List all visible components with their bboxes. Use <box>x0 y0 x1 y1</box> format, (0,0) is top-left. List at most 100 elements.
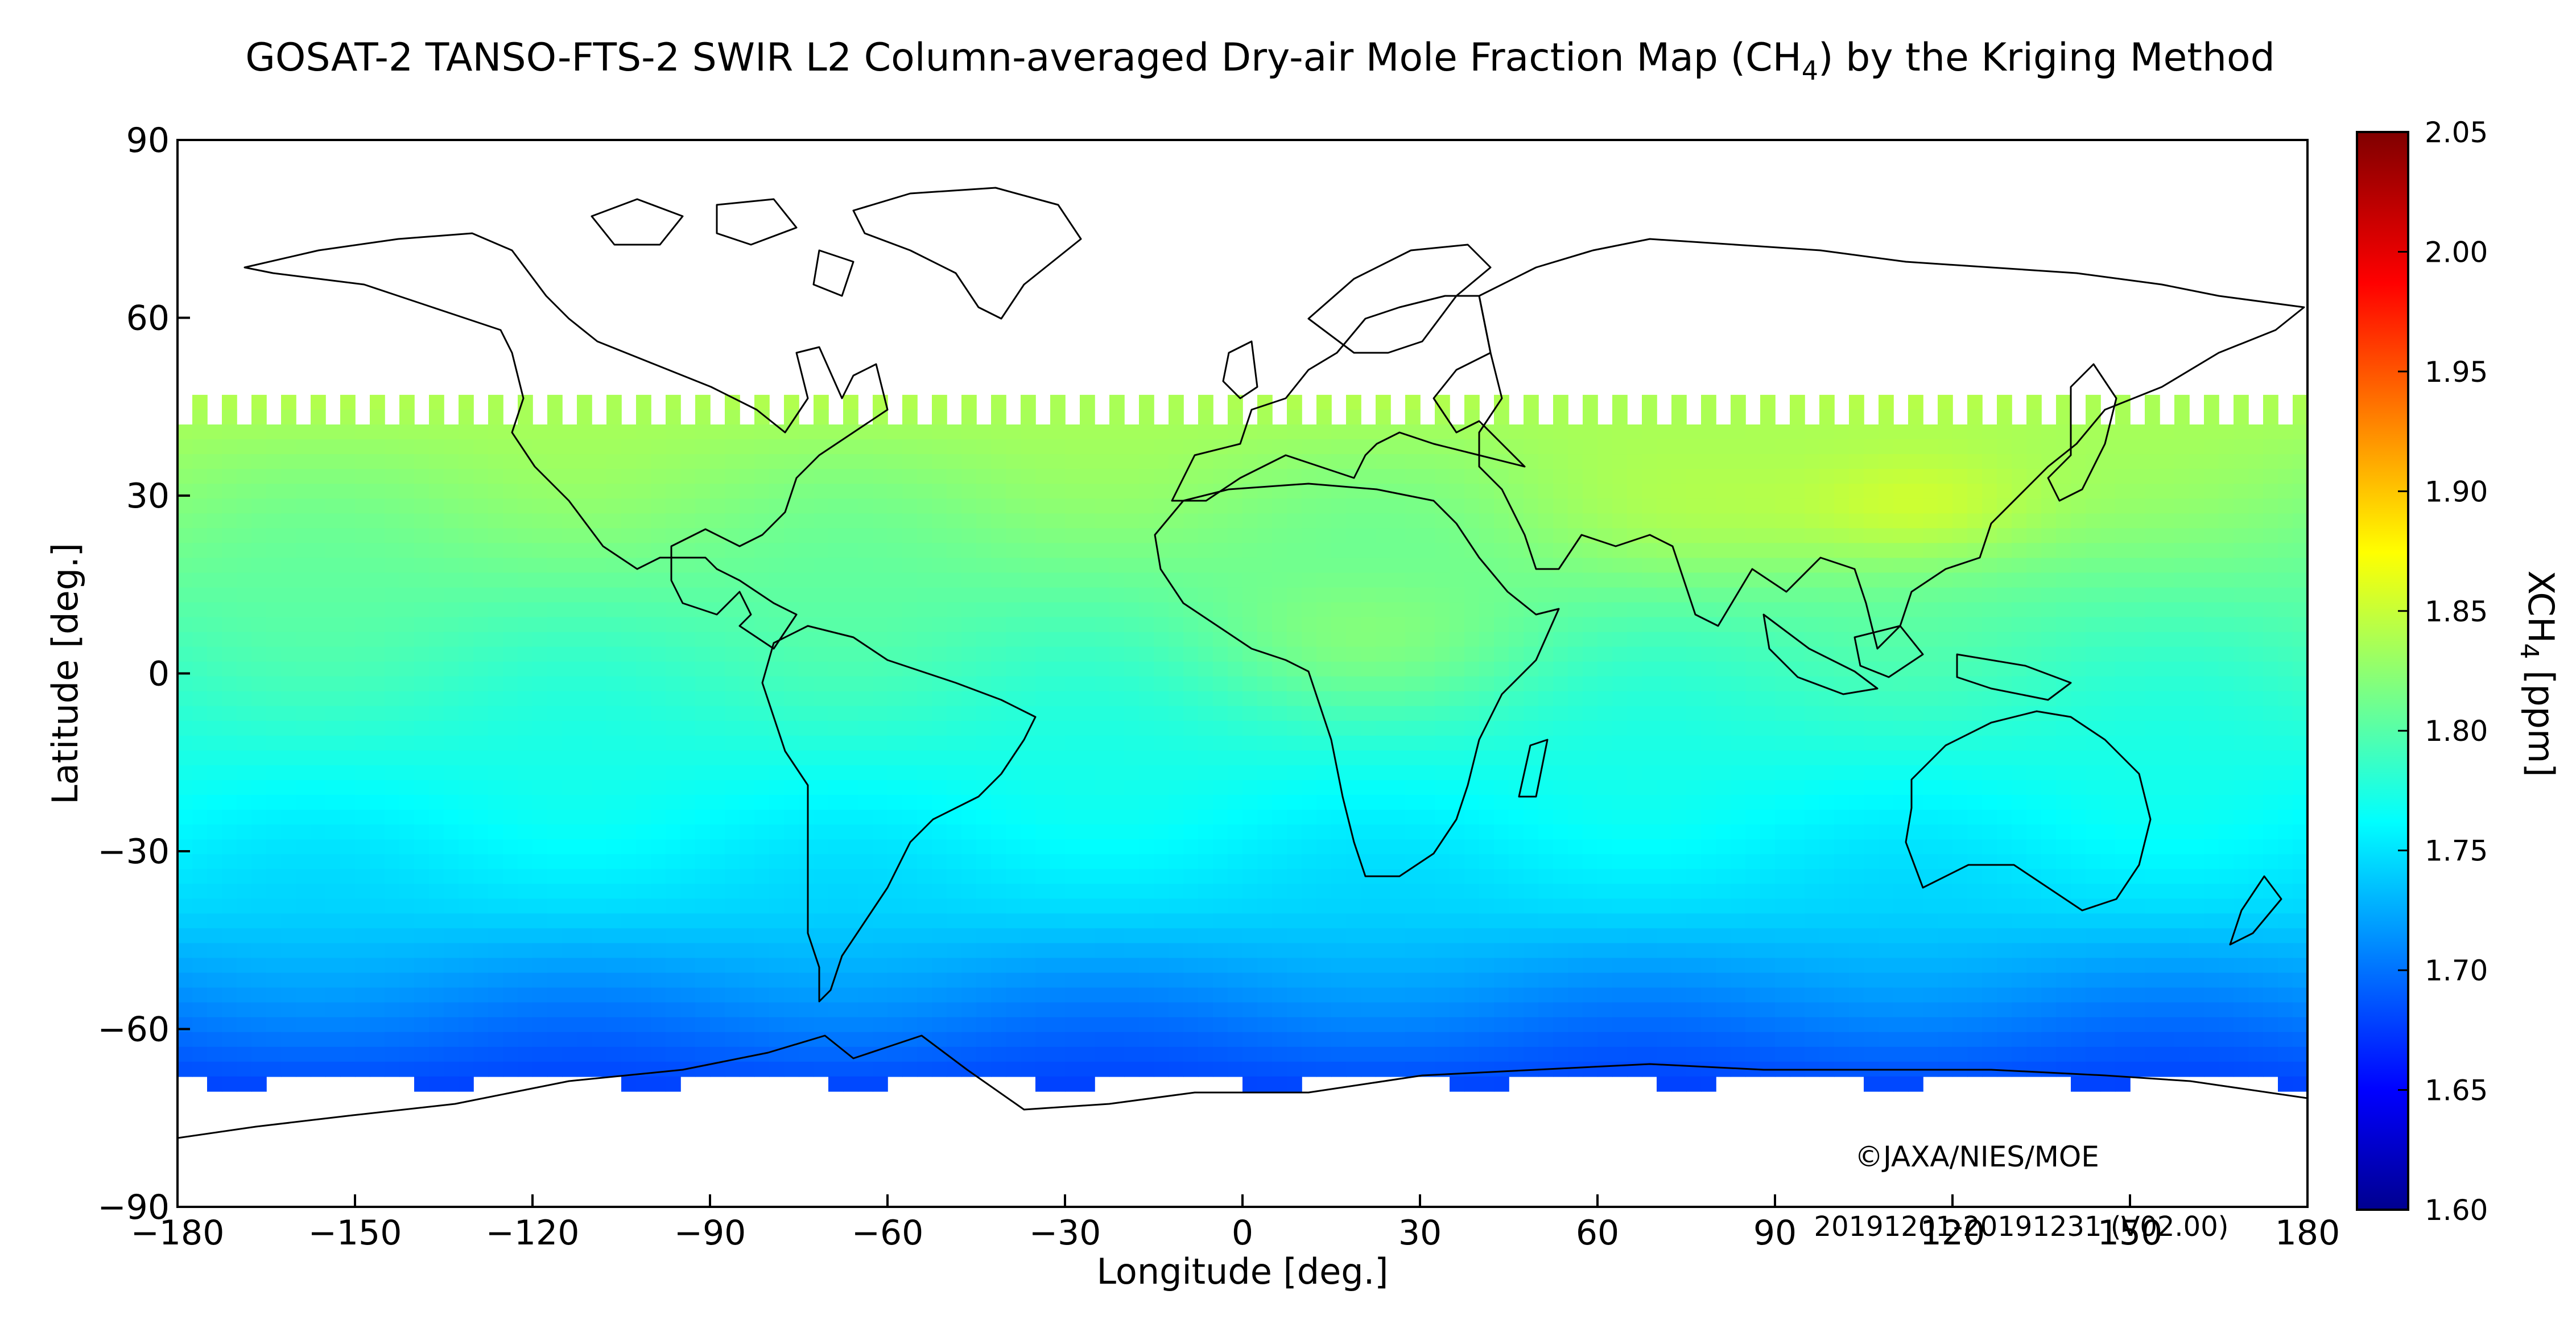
field-cell <box>1139 913 1154 929</box>
field-cell <box>237 780 252 795</box>
field-cell <box>1272 839 1287 855</box>
field-cell <box>1760 706 1776 722</box>
field-cell <box>843 1017 858 1033</box>
field-cell <box>1242 469 1258 484</box>
field-cell <box>222 854 237 869</box>
field-cell <box>1272 913 1287 929</box>
field-cell <box>577 898 592 914</box>
field-cell <box>385 854 400 869</box>
field-cell <box>1287 854 1302 869</box>
field-cell <box>976 424 992 440</box>
field-cell <box>1716 1061 1731 1077</box>
field-cell <box>1464 750 1480 766</box>
field-cell <box>488 617 503 633</box>
field-cell <box>370 1002 385 1018</box>
field-cell <box>592 484 607 499</box>
field-cell <box>873 869 888 885</box>
field-cell <box>710 987 725 1003</box>
field-cell <box>1627 824 1642 840</box>
field-cell <box>1109 839 1125 855</box>
field-cell <box>932 543 947 559</box>
field-cell <box>429 987 444 1003</box>
field-cell <box>1095 646 1110 662</box>
field-cell <box>1420 913 1435 929</box>
field-cell <box>1302 987 1317 1003</box>
field-cell <box>1553 780 1568 795</box>
field-cell <box>399 424 415 440</box>
field-cell <box>1805 587 1820 603</box>
field-cell <box>459 469 474 484</box>
field-cell <box>828 869 844 885</box>
field-cell <box>1080 987 1095 1003</box>
field-cell <box>947 661 962 677</box>
field-cell <box>887 958 903 974</box>
field-cell <box>1509 765 1524 781</box>
field-cell <box>1731 602 1746 618</box>
field-cell <box>1065 913 1080 929</box>
field-cell <box>459 735 474 751</box>
field-cell <box>1272 720 1287 736</box>
field-cell <box>1509 424 1524 440</box>
field-cell <box>311 1061 326 1077</box>
field-cell <box>177 602 193 618</box>
field-cell <box>281 528 296 544</box>
field-cell <box>266 884 282 900</box>
field-cell <box>1790 854 1805 869</box>
field-cell <box>503 617 518 633</box>
field-cell <box>1716 1046 1731 1062</box>
field-cell <box>1568 587 1583 603</box>
field-cell <box>1760 469 1776 484</box>
field-cell <box>651 469 666 484</box>
field-cell <box>680 928 696 944</box>
field-cell <box>932 484 947 499</box>
field-cell <box>1435 987 1450 1003</box>
field-cell <box>296 513 311 529</box>
field-cell <box>532 987 548 1003</box>
field-cell <box>976 706 992 722</box>
field-cell <box>695 898 711 914</box>
field-cell <box>577 646 592 662</box>
field-cell <box>814 720 829 736</box>
field-cell <box>592 676 607 692</box>
field-cell <box>385 958 400 974</box>
field-cell <box>251 780 267 795</box>
field-cell <box>1272 943 1287 959</box>
field-cell <box>1524 1002 1539 1018</box>
field-cell <box>1671 617 1687 633</box>
field-cell <box>1080 691 1095 707</box>
field-cell <box>444 558 459 574</box>
field-cell <box>1686 972 1702 988</box>
field-cell <box>1272 765 1287 781</box>
field-cell <box>902 454 918 469</box>
field-cell <box>1065 513 1080 529</box>
field-cell <box>606 735 622 751</box>
field-cell <box>740 928 755 944</box>
field-cell <box>592 661 607 677</box>
field-cell <box>473 720 489 736</box>
field-cell <box>1154 1046 1169 1062</box>
field-cell <box>947 454 962 469</box>
field-cell <box>828 913 844 929</box>
field-cell <box>547 706 563 722</box>
field-cell <box>177 943 193 959</box>
field-cell <box>1287 913 1302 929</box>
field-cell <box>562 810 577 825</box>
field-cell <box>459 1002 474 1018</box>
field-cell <box>1450 928 1465 944</box>
field-cell <box>1612 780 1628 795</box>
field-cell <box>680 424 696 440</box>
field-cell <box>725 735 740 751</box>
field-cell <box>488 839 503 855</box>
field-cell <box>1568 720 1583 736</box>
field-cell <box>1420 1017 1435 1033</box>
field-cell <box>1509 1061 1524 1077</box>
field-cell <box>1524 706 1539 722</box>
field-cell <box>887 765 903 781</box>
field-cell <box>1109 424 1125 440</box>
field-cell <box>666 735 681 751</box>
field-cell <box>577 972 592 988</box>
field-cell <box>1228 824 1243 840</box>
field-cell <box>1509 972 1524 988</box>
field-cell <box>799 513 814 529</box>
field-cell <box>887 1002 903 1018</box>
